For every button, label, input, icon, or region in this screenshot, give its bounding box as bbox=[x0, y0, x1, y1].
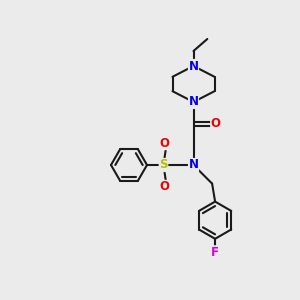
Text: N: N bbox=[188, 95, 199, 109]
Text: O: O bbox=[159, 180, 170, 194]
Text: F: F bbox=[211, 246, 219, 259]
Text: N: N bbox=[188, 59, 199, 73]
Text: S: S bbox=[159, 158, 168, 172]
Text: O: O bbox=[159, 136, 170, 150]
Text: O: O bbox=[211, 117, 221, 130]
Text: N: N bbox=[188, 158, 199, 172]
